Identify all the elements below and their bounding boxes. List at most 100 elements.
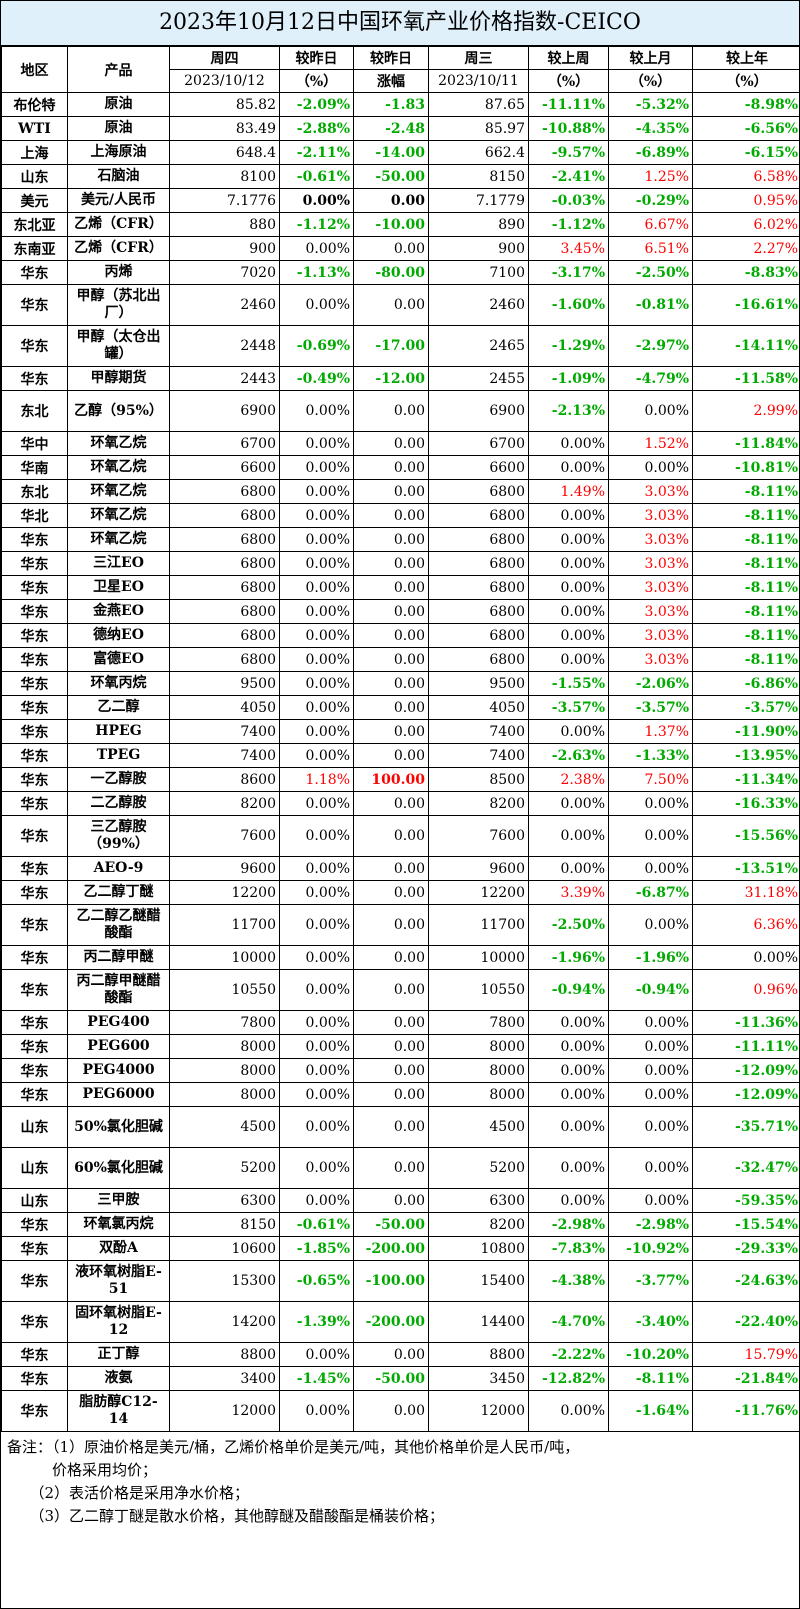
thursday-price-cell: 2443: [169, 366, 280, 391]
table-row: 东北 乙醇（95%） 6900 0.00% 0.00 6900 -2.13% 0.00% 2.9…: [1, 390, 799, 432]
year-change-cell: -59.35%: [692, 1188, 799, 1213]
wednesday-price-cell: 9500: [428, 671, 529, 696]
product-cell: 卫星EO: [67, 575, 170, 600]
week-change-cell: -9.57%: [528, 140, 609, 165]
product-cell: 乙二醇丁醚: [67, 880, 170, 905]
table-row: 华东 二乙醇胺 8200 0.00% 0.00 8200 0.00% 0.00% -16.33%: [1, 791, 799, 816]
thursday-price-cell: 6300: [169, 1188, 280, 1213]
table-row: 华东 丙二醇甲醚 10000 0.00% 0.00 10000 -1.96% -1.96% 0.…: [1, 945, 799, 970]
day-change-amount-cell: -200.00: [353, 1236, 429, 1261]
thursday-price-cell: 9600: [169, 856, 280, 881]
month-change-cell: 0.00%: [608, 815, 693, 857]
region-cell: 东南亚: [1, 236, 68, 261]
table-row: 华东 PEG4000 8000 0.00% 0.00 8000 0.00% 0.00% -12.…: [1, 1058, 799, 1083]
day-change-amount-cell: 0.00: [353, 743, 429, 768]
table-row: 华东 一乙醇胺 8600 1.18% 100.00 8500 2.38% 7.50% -11.3…: [1, 767, 799, 792]
wednesday-price-cell: 2460: [428, 284, 529, 326]
table-row: 华中 环氧乙烷 6700 0.00% 0.00 6700 0.00% 1.52% -11.84%: [1, 431, 799, 456]
year-change-cell: 6.02%: [692, 212, 799, 237]
year-change-cell: -11.34%: [692, 767, 799, 792]
thursday-price-cell: 12000: [169, 1390, 280, 1432]
day-change-amount-cell: 0.00: [353, 188, 429, 213]
year-change-cell: -16.33%: [692, 791, 799, 816]
year-change-cell: 2.27%: [692, 236, 799, 261]
region-cell: 美元: [1, 188, 68, 213]
month-change-cell: 3.03%: [608, 575, 693, 600]
region-cell: 华东: [1, 695, 68, 720]
header-day-change-pct: 较昨日: [279, 46, 354, 70]
week-change-cell: 0.00%: [528, 599, 609, 624]
product-cell: 乙二醇: [67, 695, 170, 720]
day-change-amount-cell: 0.00: [353, 236, 429, 261]
month-change-cell: 0.00%: [608, 1010, 693, 1035]
month-change-cell: 0.00%: [608, 1188, 693, 1213]
day-change-pct-cell: 0.00%: [279, 527, 354, 552]
wednesday-price-cell: 12200: [428, 880, 529, 905]
region-cell: 华东: [1, 856, 68, 881]
wednesday-price-cell: 8000: [428, 1058, 529, 1083]
week-change-cell: -0.03%: [528, 188, 609, 213]
wednesday-price-cell: 6800: [428, 551, 529, 576]
week-change-cell: -2.50%: [528, 904, 609, 946]
month-change-cell: 0.00%: [608, 390, 693, 432]
day-change-amount-cell: 0.00: [353, 1390, 429, 1432]
day-change-pct-cell: 0.00%: [279, 599, 354, 624]
day-change-amount-cell: -17.00: [353, 325, 429, 367]
week-change-cell: -4.70%: [528, 1301, 609, 1343]
region-cell: 华东: [1, 1058, 68, 1083]
region-cell: 华东: [1, 719, 68, 744]
header-month-change: 较上月: [608, 46, 693, 70]
week-change-cell: 0.00%: [528, 719, 609, 744]
product-cell: 原油: [67, 116, 170, 141]
day-change-amount-cell: 0.00: [353, 791, 429, 816]
week-change-cell: -3.17%: [528, 260, 609, 285]
day-change-pct-cell: -1.13%: [279, 260, 354, 285]
thursday-price-cell: 15300: [169, 1260, 280, 1302]
wednesday-price-cell: 6800: [428, 599, 529, 624]
year-change-cell: -12.09%: [692, 1058, 799, 1083]
week-change-cell: 0.00%: [528, 1106, 609, 1148]
year-change-cell: -8.11%: [692, 527, 799, 552]
year-change-cell: -11.84%: [692, 431, 799, 456]
day-change-pct-cell: -2.88%: [279, 116, 354, 141]
month-change-cell: 3.03%: [608, 647, 693, 672]
table-row: 华东 三乙醇胺（99%） 7600 0.00% 0.00 7600 0.00% 0.00% -1…: [1, 815, 799, 857]
product-cell: 甲醇（苏北出厂）: [67, 284, 170, 326]
month-change-cell: 1.37%: [608, 719, 693, 744]
table-row: 华东 双酚A 10600 -1.85% -200.00 10800 -7.83% -10.92…: [1, 1236, 799, 1261]
thursday-price-cell: 7400: [169, 743, 280, 768]
table-row: 华东 德纳EO 6800 0.00% 0.00 6800 0.00% 3.03% -8.11%: [1, 623, 799, 648]
week-change-cell: -7.83%: [528, 1236, 609, 1261]
thursday-price-cell: 8150: [169, 1212, 280, 1237]
product-cell: PEG4000: [67, 1058, 170, 1083]
table-row: 华东 乙二醇 4050 0.00% 0.00 4050 -3.57% -3.57% -3.57%: [1, 695, 799, 720]
region-cell: 华东: [1, 969, 68, 1011]
day-change-amount-cell: 0.00: [353, 431, 429, 456]
wednesday-price-cell: 3450: [428, 1366, 529, 1391]
year-change-cell: -11.36%: [692, 1010, 799, 1035]
thursday-price-cell: 83.49: [169, 116, 280, 141]
month-change-cell: 0.00%: [608, 455, 693, 480]
wednesday-price-cell: 12000: [428, 1390, 529, 1432]
week-change-cell: -2.13%: [528, 390, 609, 432]
month-change-cell: 0.00%: [608, 1034, 693, 1059]
wednesday-price-cell: 8000: [428, 1034, 529, 1059]
day-change-amount-cell: -100.00: [353, 1260, 429, 1302]
product-cell: 上海原油: [67, 140, 170, 165]
day-change-pct-cell: 0.00%: [279, 284, 354, 326]
month-change-cell: -0.29%: [608, 188, 693, 213]
year-change-cell: -8.11%: [692, 479, 799, 504]
day-change-amount-cell: -2.48: [353, 116, 429, 141]
week-change-cell: 0.00%: [528, 1390, 609, 1432]
thursday-price-cell: 6800: [169, 503, 280, 528]
product-cell: 丙二醇甲醚醋酸酯: [67, 969, 170, 1011]
wednesday-price-cell: 6800: [428, 575, 529, 600]
day-change-amount-cell: -12.00: [353, 366, 429, 391]
product-cell: 石脑油: [67, 164, 170, 189]
thursday-price-cell: 6700: [169, 431, 280, 456]
year-change-cell: -8.11%: [692, 623, 799, 648]
wednesday-price-cell: 6300: [428, 1188, 529, 1213]
wednesday-price-cell: 7100: [428, 260, 529, 285]
day-change-pct-cell: 0.00%: [279, 791, 354, 816]
wednesday-price-cell: 85.97: [428, 116, 529, 141]
